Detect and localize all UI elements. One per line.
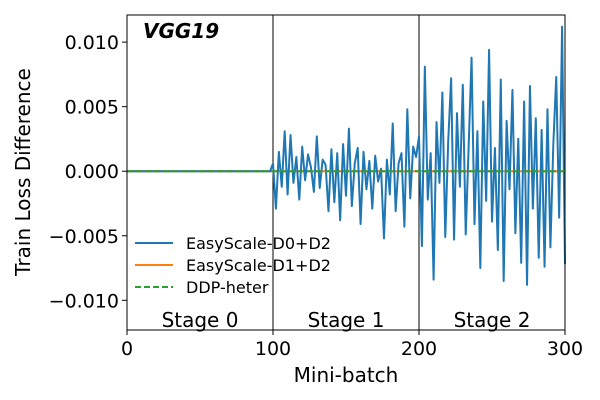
legend: EasyScale-D0+D2 EasyScale-D1+D2 DDP-heter [135, 234, 331, 297]
x-tick-label: 100 [255, 338, 291, 360]
chart-annotation: VGG19 [143, 19, 219, 43]
stage-labels: Stage 0 Stage 1 Stage 2 [162, 308, 531, 332]
series-layer [127, 25, 566, 286]
stage-label: Stage 0 [162, 308, 239, 332]
x-tick-label: 300 [547, 338, 583, 360]
y-tick-label: 0.000 [65, 161, 119, 183]
x-axis-title: Mini-batch [294, 363, 399, 387]
y-axis-ticks: 0.010 0.005 0.000 −0.005 −0.010 [49, 32, 127, 312]
stage-label: Stage 1 [308, 308, 385, 332]
legend-label-easyscale-d1-d2: EasyScale-D1+D2 [186, 256, 331, 275]
y-tick-label: 0.010 [65, 32, 119, 54]
stage-label: Stage 2 [454, 308, 531, 332]
y-tick-label: −0.010 [49, 290, 119, 312]
legend-label-easyscale-d0-d2: EasyScale-D0+D2 [186, 234, 331, 253]
y-tick-label: 0.005 [65, 97, 119, 119]
x-axis-ticks: 0 100 200 300 [121, 330, 583, 360]
legend-label-ddp-heter: DDP-heter [186, 278, 269, 297]
y-tick-label: −0.005 [49, 226, 119, 248]
x-tick-label: 0 [121, 338, 133, 360]
plot-area-frame [126, 14, 566, 331]
y-axis-title: Train Loss Difference [11, 68, 35, 277]
x-tick-label: 200 [401, 338, 437, 360]
